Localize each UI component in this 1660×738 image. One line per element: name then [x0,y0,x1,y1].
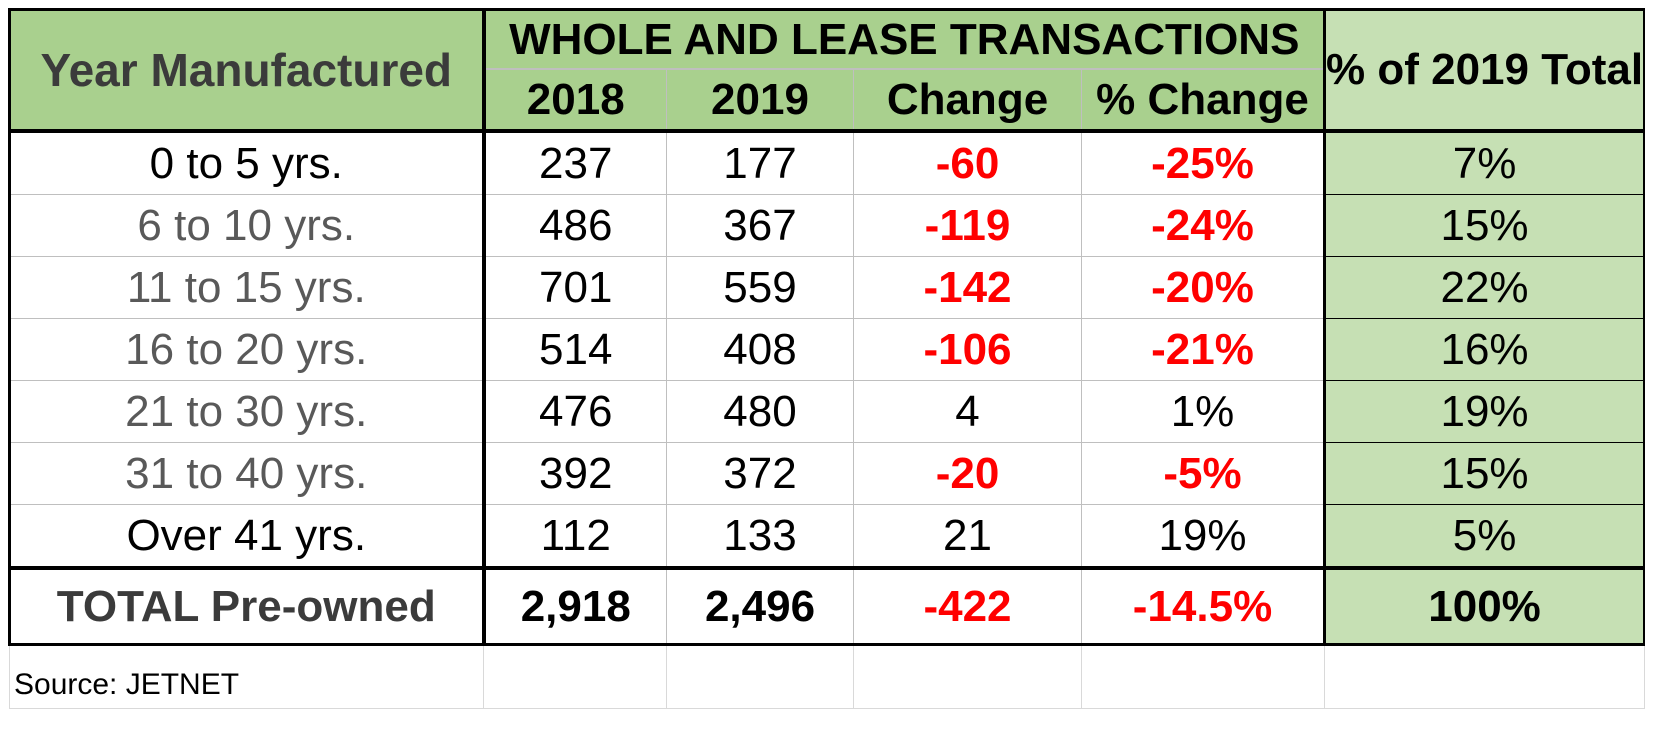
total-pct-of-total: 100% [1324,568,1646,646]
row-label: 6 to 10 yrs. [8,194,486,257]
col-header-2019: 2019 [666,69,854,133]
row-label: 21 to 30 yrs. [8,380,486,443]
cell-pct-change: -20% [1081,256,1326,319]
year-manufactured-header: Year Manufactured [8,8,486,133]
cell-change: -142 [853,256,1082,319]
cell-2019: 559 [666,256,854,319]
cell-change: 21 [853,504,1082,570]
pct-of-total-header: % of 2019 Total [1324,8,1646,133]
col-header-2018: 2018 [483,69,667,133]
table-row: 16 to 20 yrs. 514 408 -106 -21% 16% [8,318,1646,381]
cell-pct-change: -5% [1081,442,1326,505]
cell-change: 4 [853,380,1082,443]
cell-2018: 486 [483,194,667,257]
empty-cell [1324,644,1645,709]
cell-2018: 701 [483,256,667,319]
cell-2019: 133 [666,504,854,570]
total-row: TOTAL Pre-owned 2,918 2,496 -422 -14.5% … [8,568,1646,646]
transactions-group-header: WHOLE AND LEASE TRANSACTIONS [483,8,1326,70]
total-change: -422 [853,568,1082,646]
cell-pct-change: -24% [1081,194,1326,257]
cell-change: -60 [853,131,1082,195]
table-row: 6 to 10 yrs. 486 367 -119 -24% 15% [8,194,1646,257]
cell-change: -106 [853,318,1082,381]
cell-2018: 514 [483,318,667,381]
cell-pct-of-total: 5% [1324,504,1646,570]
cell-pct-of-total: 16% [1324,318,1646,381]
cell-2018: 392 [483,442,667,505]
cell-pct-of-total: 7% [1324,131,1646,195]
cell-pct-change: 19% [1081,504,1326,570]
empty-cell [666,644,854,709]
table-row: 0 to 5 yrs. 237 177 -60 -25% 7% [8,131,1646,195]
source-note: Source: JETNET [9,644,484,709]
row-label: 31 to 40 yrs. [8,442,486,505]
cell-2018: 476 [483,380,667,443]
cell-2019: 372 [666,442,854,505]
transactions-table: Year Manufactured WHOLE AND LEASE TRANSA… [8,8,1646,709]
total-2018: 2,918 [483,568,667,646]
row-label: 0 to 5 yrs. [8,131,486,195]
cell-change: -20 [853,442,1082,505]
total-2019: 2,496 [666,568,854,646]
cell-2018: 112 [483,504,667,570]
empty-cell [853,644,1082,709]
empty-cell [483,644,667,709]
cell-2019: 367 [666,194,854,257]
cell-pct-of-total: 19% [1324,380,1646,443]
col-header-pct-change: % Change [1081,69,1326,133]
table-row: 21 to 30 yrs. 476 480 4 1% 19% [8,380,1646,443]
cell-pct-of-total: 15% [1324,442,1646,505]
cell-pct-change: -25% [1081,131,1326,195]
cell-pct-of-total: 22% [1324,256,1646,319]
table-row: Over 41 yrs. 112 133 21 19% 5% [8,504,1646,570]
table-row: 31 to 40 yrs. 392 372 -20 -5% 15% [8,442,1646,505]
cell-2019: 177 [666,131,854,195]
table-row: 11 to 15 yrs. 701 559 -142 -20% 22% [8,256,1646,319]
cell-change: -119 [853,194,1082,257]
empty-cell [1081,644,1325,709]
row-label: Over 41 yrs. [8,504,486,570]
cell-pct-of-total: 15% [1324,194,1646,257]
row-label: 16 to 20 yrs. [8,318,486,381]
cell-2018: 237 [483,131,667,195]
row-label: 11 to 15 yrs. [8,256,486,319]
cell-2019: 480 [666,380,854,443]
cell-pct-change: -21% [1081,318,1326,381]
col-header-change: Change [853,69,1082,133]
source-row: Source: JETNET [9,644,1645,709]
total-label: TOTAL Pre-owned [8,568,486,646]
cell-2019: 408 [666,318,854,381]
cell-pct-change: 1% [1081,380,1326,443]
total-pct-change: -14.5% [1081,568,1326,646]
